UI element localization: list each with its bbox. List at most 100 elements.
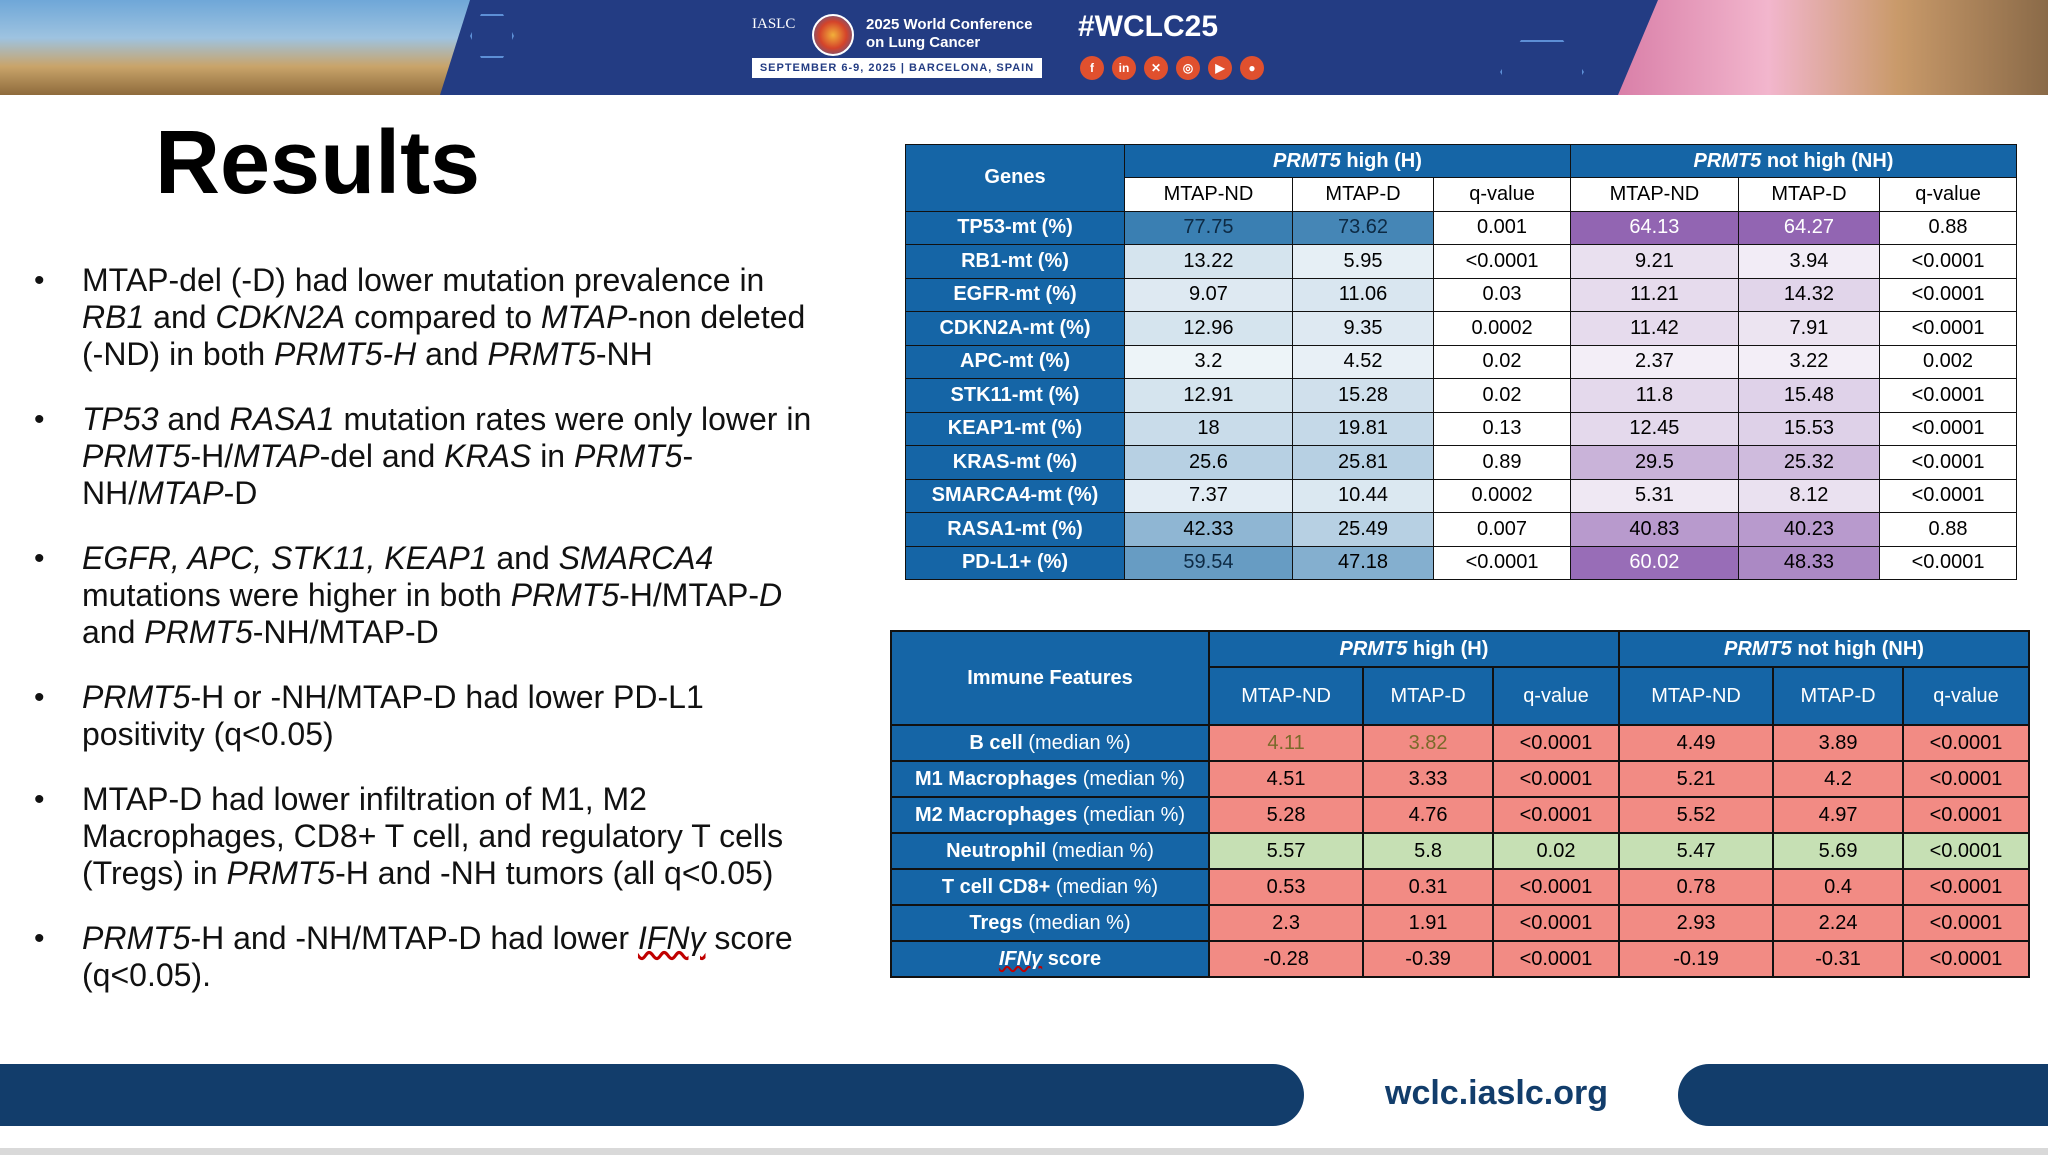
- row-label: SMARCA4-mt (%): [905, 478, 1125, 513]
- hexagon-decoration: [1500, 40, 1584, 95]
- table-cell: 73.62: [1291, 210, 1435, 245]
- table-cell: 64.13: [1569, 210, 1739, 245]
- wechat-icon[interactable]: ●: [1240, 56, 1264, 80]
- row-label: M2 Macrophages (median %): [890, 796, 1210, 834]
- table-row: SMARCA4-mt (%) 7.37 10.44 0.0002 5.31 8.12 <0.…: [905, 478, 2017, 513]
- table-cell: 25.49: [1291, 512, 1435, 547]
- linkedin-icon[interactable]: in: [1112, 56, 1136, 80]
- table-cell: 0.03: [1433, 277, 1571, 312]
- table-cell: 3.94: [1737, 244, 1881, 279]
- table-cell: <0.0001: [1879, 378, 2017, 413]
- table-cell: <0.0001: [1879, 411, 2017, 446]
- table-cell: <0.0001: [1879, 545, 2017, 580]
- barcelona-photo-left: [0, 0, 470, 95]
- table-row: CDKN2A-mt (%) 12.96 9.35 0.0002 11.42 7.91 <0.…: [905, 311, 2017, 346]
- hexagon-decoration: [470, 14, 514, 58]
- row-label: Tregs (median %): [890, 904, 1210, 942]
- table-cell: 0.89: [1433, 445, 1571, 480]
- table-cell: 4.76: [1362, 796, 1495, 834]
- iaslc-logo-text: IASLC: [752, 16, 796, 32]
- conference-banner: IASLC 2025 World Conference on Lung Canc…: [0, 0, 2048, 95]
- conference-name-line1: 2025 World Conference: [866, 16, 1033, 33]
- row-label: CDKN2A-mt (%): [905, 311, 1125, 346]
- x-icon[interactable]: ✕: [1144, 56, 1168, 80]
- genes-header: Genes: [905, 144, 1125, 212]
- table-row: EGFR-mt (%) 9.07 11.06 0.03 11.21 14.32 <0.000…: [905, 277, 2017, 312]
- table-cell: <0.0001: [1433, 545, 1571, 580]
- table-cell: 59.54: [1124, 545, 1293, 580]
- row-label: RB1-mt (%): [905, 244, 1125, 279]
- column-header: MTAP-ND: [1569, 177, 1739, 212]
- table-cell: <0.0001: [1901, 940, 2031, 978]
- table-cell: <0.0001: [1901, 904, 2031, 942]
- table-cell: <0.0001: [1879, 311, 2017, 346]
- table-cell: 1.91: [1362, 904, 1495, 942]
- table-cell: 8.12: [1737, 478, 1881, 513]
- table-cell: 3.22: [1737, 344, 1881, 379]
- table-cell: <0.0001: [1433, 244, 1571, 279]
- table-cell: <0.0001: [1901, 724, 2031, 762]
- table-cell: 0.53: [1207, 868, 1365, 906]
- bullet-item: • PRMT5-H or -NH/MTAP-D had lower PD-L1 p…: [34, 679, 704, 752]
- table-cell: 25.6: [1124, 445, 1293, 480]
- row-label: IFNγ score: [890, 940, 1210, 978]
- slide-title: Results: [155, 113, 481, 213]
- table-cell: 25.32: [1737, 445, 1881, 480]
- facebook-icon[interactable]: f: [1080, 56, 1104, 80]
- table-cell: 4.11: [1207, 724, 1365, 762]
- conference-dates: SEPTEMBER 6-9, 2025 | BARCELONA, SPAIN: [752, 58, 1042, 78]
- table-row: STK11-mt (%) 12.91 15.28 0.02 11.8 15.48 <0.00…: [905, 378, 2017, 413]
- table-cell: 60.02: [1569, 545, 1739, 580]
- table-cell: 15.53: [1737, 411, 1881, 446]
- instagram-icon[interactable]: ◎: [1176, 56, 1200, 80]
- footer-bar-left: [0, 1064, 1304, 1126]
- table-cell: 40.83: [1569, 512, 1739, 547]
- bullet-item: • TP53 and RASA1 mutation rates were only…: [34, 401, 812, 511]
- table-cell: 64.27: [1737, 210, 1881, 245]
- table-row: B cell (median %) 4.11 3.82 <0.0001 4.49 3.89…: [890, 724, 2031, 762]
- column-header: q-value: [1901, 666, 2031, 726]
- barcelona-photo-right: [1618, 0, 2048, 95]
- table-cell: 4.2: [1772, 760, 1904, 798]
- row-label: PD-L1+ (%): [905, 545, 1125, 580]
- table-cell: 11.8: [1569, 378, 1739, 413]
- table-cell: 5.47: [1617, 832, 1775, 870]
- footer-divider: [0, 1148, 2048, 1155]
- table-cell: <0.0001: [1492, 868, 1620, 906]
- table-cell: <0.0001: [1901, 760, 2031, 798]
- table-cell: 4.52: [1291, 344, 1435, 379]
- table-cell: 5.28: [1207, 796, 1365, 834]
- table-cell: 0.02: [1433, 344, 1571, 379]
- youtube-icon[interactable]: ▶: [1208, 56, 1232, 80]
- table-cell: <0.0001: [1492, 760, 1620, 798]
- column-header: MTAP-D: [1772, 666, 1904, 726]
- gene-mutation-table: Genes PRMT5 high (H) PRMT5 not high (NH)…: [905, 144, 2018, 580]
- table-cell: 0.02: [1492, 832, 1620, 870]
- hashtag: #WCLC25: [1078, 10, 1219, 43]
- table-cell: 0.78: [1617, 868, 1775, 906]
- row-label: EGFR-mt (%): [905, 277, 1125, 312]
- bullet-item: • EGFR, APC, STK11, KEAP1 and SMARCA4 mut…: [34, 540, 783, 650]
- wclc-logo: IASLC 2025 World Conference on Lung Canc…: [752, 12, 1044, 80]
- table-cell: 0.4: [1772, 868, 1904, 906]
- table-cell: <0.0001: [1879, 478, 2017, 513]
- table-cell: 0.002: [1879, 344, 2017, 379]
- table-cell: <0.0001: [1901, 796, 2031, 834]
- table-cell: 42.33: [1124, 512, 1293, 547]
- footer-url[interactable]: wclc.iaslc.org: [1385, 1074, 1608, 1112]
- footer-bar-right: [1678, 1064, 2048, 1126]
- table-row: RB1-mt (%) 13.22 5.95 <0.0001 9.21 3.94 <0.000…: [905, 244, 2017, 279]
- table-cell: 2.37: [1569, 344, 1739, 379]
- table-cell: -0.19: [1617, 940, 1775, 978]
- table-cell: <0.0001: [1879, 277, 2017, 312]
- immune-features-header: Immune Features: [890, 630, 1210, 726]
- table-row: Neutrophil (median %) 5.57 5.8 0.02 5.47 5.69…: [890, 832, 2031, 870]
- table-cell: -0.31: [1772, 940, 1904, 978]
- table-cell: 0.007: [1433, 512, 1571, 547]
- table-row: Tregs (median %) 2.3 1.91 <0.0001 2.93 2.24 <0…: [890, 904, 2031, 942]
- table-row: PD-L1+ (%) 59.54 47.18 <0.0001 60.02 48.33 <0.…: [905, 545, 2017, 580]
- table-cell: 9.21: [1569, 244, 1739, 279]
- prmt5-not-high-header: PRMT5 not high (NH): [1569, 144, 2018, 178]
- bullet-item: • MTAP-del (-D) had lower mutation preval…: [34, 262, 806, 372]
- table-cell: 14.32: [1737, 277, 1881, 312]
